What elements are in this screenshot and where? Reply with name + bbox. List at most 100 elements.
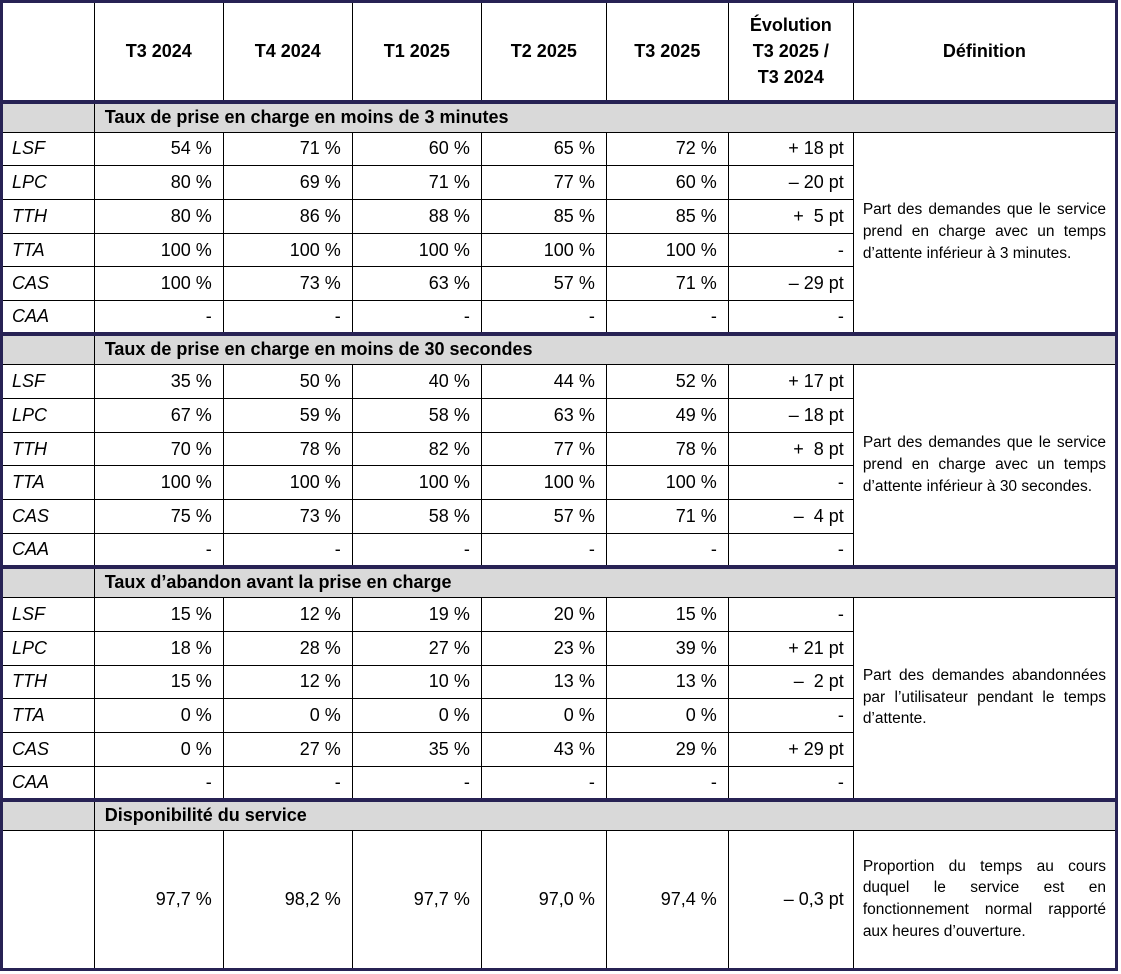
table-row: LPC 18 % 28 % 27 % 23 % 39 % + 21 pt [1, 630, 1117, 666]
value-cell: - [351, 765, 482, 801]
section-header-row: Disponibilité du service [1, 797, 1118, 831]
value-cell: 80 % [93, 165, 224, 200]
value-cell: 58 % [351, 398, 482, 433]
value-cell: 82 % [351, 431, 482, 467]
row-label: CAS [1, 266, 95, 302]
value-cell: 0 % [222, 698, 353, 733]
evolution-cell: – 20 pt [727, 165, 854, 200]
corner-header-cell [1, 1, 95, 102]
value-cell: 100 % [351, 465, 482, 501]
value-cell: - [605, 300, 729, 335]
table-row: TTA 100 % 100 % 100 % 100 % 100 % - [1, 465, 1117, 501]
value-cell: 10 % [351, 664, 482, 700]
col-header-quarter: T3 2024 [93, 1, 224, 102]
value-cell: 97,7 % [93, 829, 224, 971]
col-header-quarter: T3 2025 [605, 1, 729, 102]
value-cell: 0 % [93, 731, 224, 767]
value-cell: 57 % [480, 266, 607, 302]
evolution-cell: – 4 pt [727, 499, 854, 534]
row-label: CAS [1, 499, 95, 534]
table-row: 97,7 % 98,2 % 97,7 % 97,0 % 97,4 % – 0,3 pt Pr… [1, 829, 1118, 971]
value-cell: 86 % [222, 199, 353, 234]
value-cell: 75 % [93, 499, 224, 534]
value-cell: 13 % [605, 664, 729, 700]
section-header-corner-cell [1, 332, 95, 366]
evolution-cell: + 18 pt [727, 131, 854, 167]
col-header-evolution: Évolution T3 2025 / T3 2024 [727, 1, 854, 102]
table-row: LPC 67 % 59 % 58 % 63 % 49 % – 18 pt [1, 398, 1117, 433]
value-cell: 97,7 % [351, 829, 482, 971]
value-cell: 35 % [351, 731, 482, 767]
table-row: CAS 0 % 27 % 35 % 43 % 29 % + 29 pt [1, 731, 1117, 767]
value-cell: 100 % [222, 232, 353, 268]
table-row: CAS 100 % 73 % 63 % 57 % 71 % – 29 pt [1, 266, 1117, 302]
header-row: T3 2024 T4 2024 T1 2025 T2 2025 T3 2025 Évolu… [1, 1, 1118, 102]
value-cell: 98,2 % [222, 829, 353, 971]
value-cell: 73 % [222, 499, 353, 534]
value-cell: - [93, 532, 224, 568]
value-cell: 71 % [605, 499, 729, 534]
col-header-quarter: T2 2025 [480, 1, 607, 102]
value-cell: 15 % [93, 597, 224, 632]
section-title: Disponibilité du service [93, 797, 1118, 831]
row-label: LPC [1, 630, 95, 666]
table-row: LSF 54 % 71 % 60 % 65 % 72 % + 18 pt Part des d… [1, 131, 1118, 335]
definition-cell: Part des demandes abandonnées par l’util… [852, 597, 1118, 801]
value-cell: 44 % [480, 364, 607, 400]
section-title: Taux de prise en charge en moins de 3 mi… [93, 99, 1118, 133]
value-cell: 18 % [93, 630, 224, 666]
value-cell: 23 % [480, 630, 607, 666]
value-cell: 63 % [480, 398, 607, 433]
section-title: Taux de prise en charge en moins de 30 s… [93, 332, 1118, 366]
row-label: CAA [1, 532, 95, 568]
table-row: CAS 75 % 73 % 58 % 57 % 71 % – 4 pt [1, 499, 1117, 534]
evolution-cell: + 8 pt [727, 431, 854, 467]
value-cell: - [605, 765, 729, 801]
value-cell: 97,0 % [480, 829, 607, 971]
col-header-definition: Définition [852, 1, 1118, 102]
value-cell: 71 % [351, 165, 482, 200]
value-cell: 60 % [605, 165, 729, 200]
table-row: CAA - - - - - - [1, 300, 1117, 335]
value-cell: 0 % [351, 698, 482, 733]
section-header-corner-cell [1, 797, 95, 831]
value-cell: 12 % [222, 664, 353, 700]
value-cell: 28 % [222, 630, 353, 666]
definition-cell: Part des demandes que le service prend e… [852, 131, 1118, 335]
value-cell: 88 % [351, 199, 482, 234]
row-label: CAA [1, 300, 95, 335]
evolution-cell: + 5 pt [727, 199, 854, 234]
value-cell: 0 % [605, 698, 729, 733]
value-cell: - [93, 765, 224, 801]
value-cell: 72 % [605, 131, 729, 167]
table-row: TTH 80 % 86 % 88 % 85 % 85 % + 5 pt [1, 199, 1117, 234]
value-cell: 67 % [93, 398, 224, 433]
value-cell: 100 % [93, 232, 224, 268]
section-title: Taux d’abandon avant la prise en charge [93, 565, 1118, 599]
value-cell: - [480, 532, 607, 568]
row-label: LSF [1, 131, 95, 167]
table-row: LSF 15 % 12 % 19 % 20 % 15 % - Part des demande… [1, 597, 1118, 801]
value-cell: - [93, 300, 224, 335]
value-cell: 97,4 % [605, 829, 729, 971]
row-label: TTH [1, 199, 95, 234]
row-label: TTA [1, 465, 95, 501]
evolution-cell: + 21 pt [727, 630, 854, 666]
evolution-cell: - [727, 698, 854, 733]
value-cell: 15 % [605, 597, 729, 632]
value-cell: 78 % [222, 431, 353, 467]
section-header-row: Taux de prise en charge en moins de 30 s… [1, 332, 1118, 366]
value-cell: - [351, 300, 482, 335]
evolution-cell: – 18 pt [727, 398, 854, 433]
table-row: LSF 35 % 50 % 40 % 44 % 52 % + 17 pt Part des d… [1, 364, 1118, 568]
row-label: TTH [1, 431, 95, 467]
row-label: LPC [1, 398, 95, 433]
value-cell: 71 % [222, 131, 353, 167]
table-row: TTA 100 % 100 % 100 % 100 % 100 % - [1, 232, 1117, 268]
value-cell: 73 % [222, 266, 353, 302]
value-cell: 100 % [351, 232, 482, 268]
value-cell: - [351, 532, 482, 568]
value-cell: 69 % [222, 165, 353, 200]
value-cell: 100 % [605, 232, 729, 268]
